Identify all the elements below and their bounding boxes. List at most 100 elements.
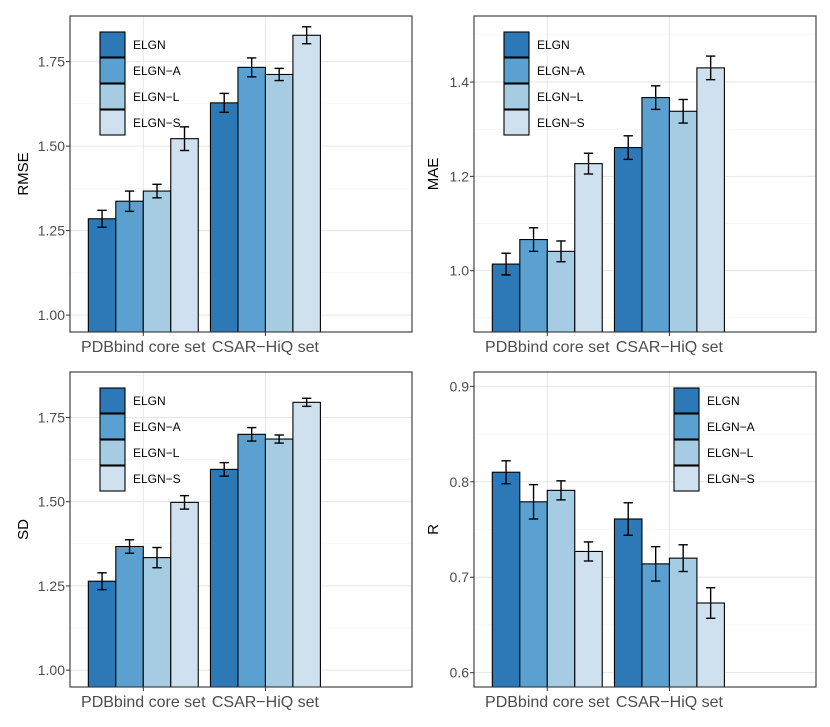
error-bar [705, 587, 716, 619]
legend-label: ELGN−A [537, 64, 585, 78]
bar-elgn-l-csar [264, 73, 294, 332]
legend-key [99, 387, 126, 414]
legend: ELGN ELGN−A ELGN−L ELGN−S [673, 387, 755, 492]
error-bar [219, 461, 229, 477]
legend: ELGN ELGN−A ELGN−L ELGN−S [99, 387, 181, 492]
bar-elgn-a-pdbbind [519, 239, 548, 332]
bar-elgn-s-pdbbind [574, 163, 603, 332]
x-tick-label: CSAR−HiQ set [616, 339, 724, 356]
bars [491, 460, 725, 687]
x-tick-label: PDBbind core set [81, 339, 206, 356]
legend-label: ELGN−L [133, 90, 180, 104]
y-axis-title: SD [15, 519, 32, 540]
bar-elgn-a-pdbbind [115, 545, 144, 687]
y-tick-label: 1.0 [450, 263, 470, 279]
legend-label: ELGN−A [707, 420, 755, 434]
legend-key [99, 83, 126, 110]
bar-elgn-s-pdbbind [574, 550, 603, 687]
y-axis-title: R [425, 524, 442, 535]
bar-elgn-a-csar [237, 433, 266, 687]
bar-elgn-l-csar [668, 110, 698, 332]
bars [87, 397, 321, 687]
bar-elgn-pdbbind [87, 218, 117, 332]
legend-label: ELGN [133, 38, 166, 52]
y-tick-label: 0.7 [450, 569, 470, 585]
error-bar [501, 252, 511, 276]
x-tick-label: PDBbind core set [81, 694, 206, 711]
panel-border [473, 15, 817, 333]
legend-key [99, 57, 126, 84]
error-bar [583, 541, 594, 562]
legend-key [503, 83, 530, 110]
legend-key [99, 31, 126, 58]
bar-elgn-csar [209, 102, 239, 332]
error-bar [247, 426, 257, 442]
legend-key [99, 413, 126, 440]
error-bar [124, 539, 135, 554]
legend-label: ELGN−S [537, 116, 585, 130]
bars [491, 55, 725, 332]
error-bar [124, 190, 135, 213]
legend-key [673, 439, 700, 466]
legend-key [503, 31, 530, 58]
legend-label: ELGN−S [133, 472, 181, 486]
bar-elgn-s-csar [292, 401, 321, 687]
panel-r: 0.6 0.7 0.8 0.9 PDBbind core set CSAR−HiQ set… [425, 371, 817, 711]
panel-border [69, 371, 413, 688]
y-tick-label: 0.8 [450, 474, 470, 490]
bars [87, 26, 321, 332]
y-axis-title: MAE [425, 158, 442, 191]
error-bar [301, 397, 312, 408]
bar-elgn-l-pdbbind [142, 557, 172, 687]
y-tick-label: 1.4 [450, 74, 470, 90]
error-bar [528, 483, 539, 520]
error-bar [705, 55, 716, 81]
error-bar [583, 152, 594, 175]
error-bar [274, 434, 284, 444]
legend-label: ELGN−L [133, 446, 180, 460]
error-bar [152, 183, 162, 199]
y-tick-label: 1.00 [38, 662, 65, 678]
y-tick-label: 1.2 [450, 168, 470, 184]
bar-elgn-csar [613, 518, 643, 687]
panel-border [69, 15, 413, 333]
y-tick-label: 1.25 [38, 578, 65, 594]
y-tick-label: 1.00 [38, 307, 65, 323]
bar-elgn-pdbbind [87, 580, 117, 687]
x-tick-label: CSAR−HiQ set [212, 339, 320, 356]
bar-elgn-a-pdbbind [115, 200, 144, 332]
y-tick-label: 1.25 [38, 223, 65, 239]
legend-label: ELGN−S [133, 116, 181, 130]
legend-label: ELGN [537, 38, 570, 52]
bar-elgn-csar [209, 468, 239, 687]
error-bar [179, 126, 190, 152]
error-bar [651, 545, 661, 582]
panel-border [473, 371, 817, 688]
error-bar [97, 572, 107, 591]
bar-elgn-l-csar [668, 557, 698, 687]
x-tick-label: PDBbind core set [485, 339, 610, 356]
legend-key [673, 465, 700, 492]
legend-label: ELGN−S [707, 472, 755, 486]
error-bar [528, 227, 539, 253]
legend-label: ELGN−A [133, 64, 181, 78]
bar-elgn-a-csar [641, 97, 670, 332]
bar-elgn-pdbbind [491, 471, 521, 687]
legend-key [503, 57, 530, 84]
legend-label: ELGN [707, 394, 740, 408]
y-tick-label: 0.9 [450, 378, 470, 394]
legend-label: ELGN [133, 394, 166, 408]
error-bar [623, 502, 633, 536]
x-tick-label: CSAR−HiQ set [616, 694, 724, 711]
panel-sd: 1.00 1.25 1.50 1.75 PDBbind core set CSAR−HiQ… [15, 371, 413, 711]
bar-elgn-l-pdbbind [546, 250, 576, 332]
bar-elgn-l-pdbbind [546, 489, 576, 687]
x-tick-label: CSAR−HiQ set [212, 694, 320, 711]
error-bar [501, 460, 511, 485]
legend: ELGN ELGN−A ELGN−L ELGN−S [99, 31, 181, 136]
bar-elgn-s-csar [696, 67, 725, 332]
bar-elgn-a-pdbbind [519, 501, 548, 687]
error-bar [274, 67, 284, 82]
error-bar [556, 480, 566, 501]
error-bar [678, 98, 688, 124]
